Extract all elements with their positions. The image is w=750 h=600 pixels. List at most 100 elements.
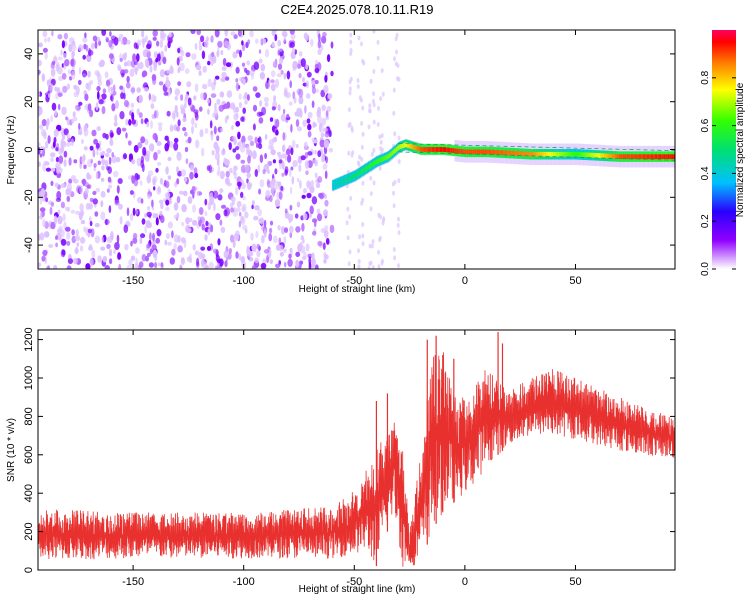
ridge-core — [430, 147, 433, 152]
ridge-core — [594, 152, 598, 158]
ridge-core — [657, 154, 660, 160]
noise-blob — [79, 245, 84, 252]
noise-blob — [102, 132, 107, 139]
noise-blob — [230, 234, 234, 243]
ridge-core — [382, 156, 385, 162]
ridge-core — [608, 153, 611, 159]
noise-blob — [300, 58, 306, 68]
noise-blob — [44, 140, 49, 149]
noise-blob — [220, 127, 223, 133]
noise-blob — [298, 164, 302, 173]
noise-blob — [149, 248, 153, 255]
noise-blob — [178, 190, 184, 195]
noise-blob — [252, 104, 258, 112]
noise-blob — [310, 180, 315, 188]
noise-blob — [66, 231, 71, 240]
ridge-core — [629, 154, 632, 160]
noise-blob — [298, 96, 304, 105]
noise-blob — [116, 127, 122, 136]
noise-blob — [41, 119, 47, 127]
noise-blob — [240, 215, 244, 223]
ridge-core — [551, 151, 554, 157]
noise-blob — [351, 150, 355, 156]
noise-blob — [68, 43, 73, 53]
noise-blob — [152, 132, 158, 141]
ridge-core — [567, 151, 570, 157]
noise-blob — [165, 199, 170, 206]
noise-blob — [378, 134, 382, 140]
noise-blob — [349, 32, 353, 38]
noise-blob — [255, 92, 261, 98]
noise-blob — [371, 243, 374, 249]
noise-blob — [149, 65, 153, 73]
noise-blob — [314, 63, 319, 69]
noise-blob — [252, 247, 257, 253]
noise-blob — [187, 196, 193, 204]
noise-blob — [119, 111, 125, 120]
noise-blob — [187, 97, 192, 106]
y-tick-label: 800 — [23, 407, 35, 425]
noise-blob — [199, 92, 205, 100]
ridge-core — [341, 178, 344, 184]
noise-blob — [111, 103, 116, 112]
noise-blob — [305, 80, 310, 89]
noise-blob — [220, 50, 224, 56]
noise-blob — [357, 162, 361, 168]
noise-blob — [92, 35, 98, 42]
noise-blob — [155, 237, 160, 244]
ridge-core — [638, 154, 641, 160]
noise-blob — [319, 139, 326, 148]
noise-blob — [242, 196, 246, 201]
noise-blob — [174, 88, 180, 96]
noise-blob — [166, 69, 172, 74]
noise-blob — [198, 70, 202, 77]
noise-blob — [123, 153, 127, 160]
noise-blob — [38, 142, 41, 147]
y-tick-label: 0 — [23, 146, 35, 152]
noise-blob — [240, 159, 246, 164]
noise-blob — [235, 186, 239, 196]
ridge-core — [463, 149, 466, 155]
noise-blob — [259, 179, 265, 188]
noise-blob — [195, 139, 200, 149]
noise-blob — [259, 100, 263, 107]
noise-blob — [114, 242, 120, 250]
ridge-core — [588, 152, 591, 158]
noise-blob — [121, 72, 125, 78]
ridge-core — [552, 151, 555, 157]
noise-blob — [110, 86, 114, 92]
ridge-core — [472, 149, 475, 155]
noise-blob — [381, 220, 385, 226]
noise-blob — [219, 170, 225, 180]
noise-blob — [285, 91, 291, 99]
ridge-core — [536, 151, 539, 157]
noise-blob — [311, 196, 318, 205]
noise-blob — [324, 199, 329, 207]
noise-blob — [213, 78, 217, 86]
ridge-core — [422, 147, 425, 152]
noise-blob — [85, 82, 89, 90]
noise-blob — [305, 93, 311, 99]
ridge-core — [483, 149, 486, 155]
ridge-core — [506, 150, 509, 156]
noise-blob — [51, 102, 57, 111]
ridge-core — [555, 151, 558, 157]
noise-blob — [256, 243, 260, 250]
noise-blob — [173, 137, 179, 143]
noise-blob — [182, 117, 187, 123]
noise-blob — [265, 163, 270, 170]
noise-blob — [216, 98, 221, 105]
noise-blob — [297, 243, 302, 252]
noise-blob — [180, 107, 186, 115]
noise-blob — [113, 170, 119, 178]
noise-blob — [379, 214, 382, 220]
noise-blob — [171, 248, 176, 256]
noise-blob — [129, 190, 134, 195]
noise-blob — [275, 118, 280, 128]
x-tick-label: -50 — [346, 275, 362, 287]
noise-blob — [137, 39, 142, 47]
noise-blob — [231, 124, 234, 131]
noise-blob — [89, 220, 93, 227]
noise-blob — [41, 73, 45, 82]
noise-blob — [372, 147, 376, 153]
